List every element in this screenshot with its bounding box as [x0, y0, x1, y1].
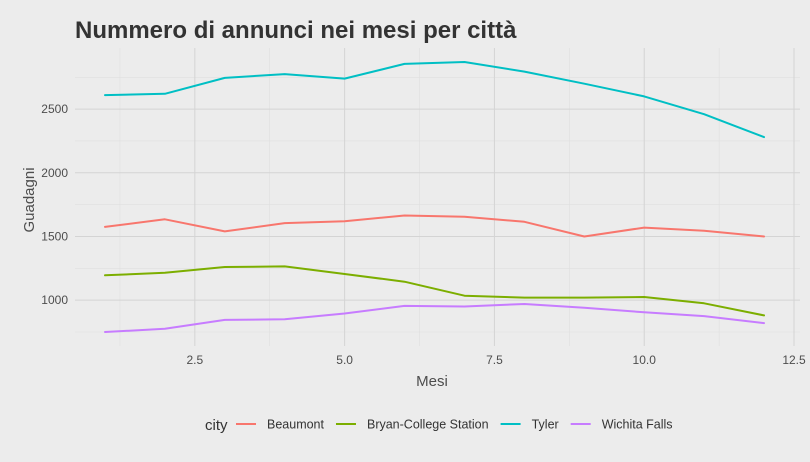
y-tick-label: 2000: [41, 166, 68, 180]
y-axis-ticks: 1000 1500 2000 2500: [41, 102, 68, 307]
chart-title: Nummero di annunci nei mesi per città: [75, 17, 517, 44]
legend-label: Tyler: [532, 418, 559, 432]
legend: city Beaumont Bryan-College Station Tyler W…: [205, 417, 673, 434]
x-tick-label: 5.0: [336, 353, 353, 367]
legend-item-bryan-college-station: Bryan-College Station: [335, 418, 489, 432]
legend-label: Wichita Falls: [602, 418, 673, 432]
series-lines: [104, 61, 765, 333]
y-tick-label: 2500: [41, 102, 68, 116]
x-tick-label: 12.5: [782, 353, 806, 367]
x-axis-title: Mesi: [416, 373, 448, 390]
y-tick-label: 1500: [41, 229, 68, 243]
x-tick-label: 10.0: [633, 353, 657, 367]
legend-item-tyler: Tyler: [500, 418, 559, 432]
legend-title: city: [205, 417, 228, 434]
legend-item-wichita-falls: Wichita Falls: [570, 418, 673, 432]
x-axis-ticks: 2.5 5.0 7.5 10.0 12.5: [186, 353, 806, 367]
series-line-beaumont: [104, 214, 765, 238]
legend-label: Beaumont: [267, 418, 325, 432]
y-axis-title: Guadagni: [21, 167, 38, 232]
x-tick-label: 2.5: [186, 353, 203, 367]
legend-label: Bryan-College Station: [367, 418, 489, 432]
series-line-bryan-college-station: [104, 265, 765, 317]
y-tick-label: 1000: [41, 293, 68, 307]
legend-item-beaumont: Beaumont: [236, 418, 325, 432]
series-line-wichita-falls: [104, 303, 765, 333]
x-tick-label: 7.5: [486, 353, 503, 367]
series-line-tyler: [104, 61, 765, 139]
